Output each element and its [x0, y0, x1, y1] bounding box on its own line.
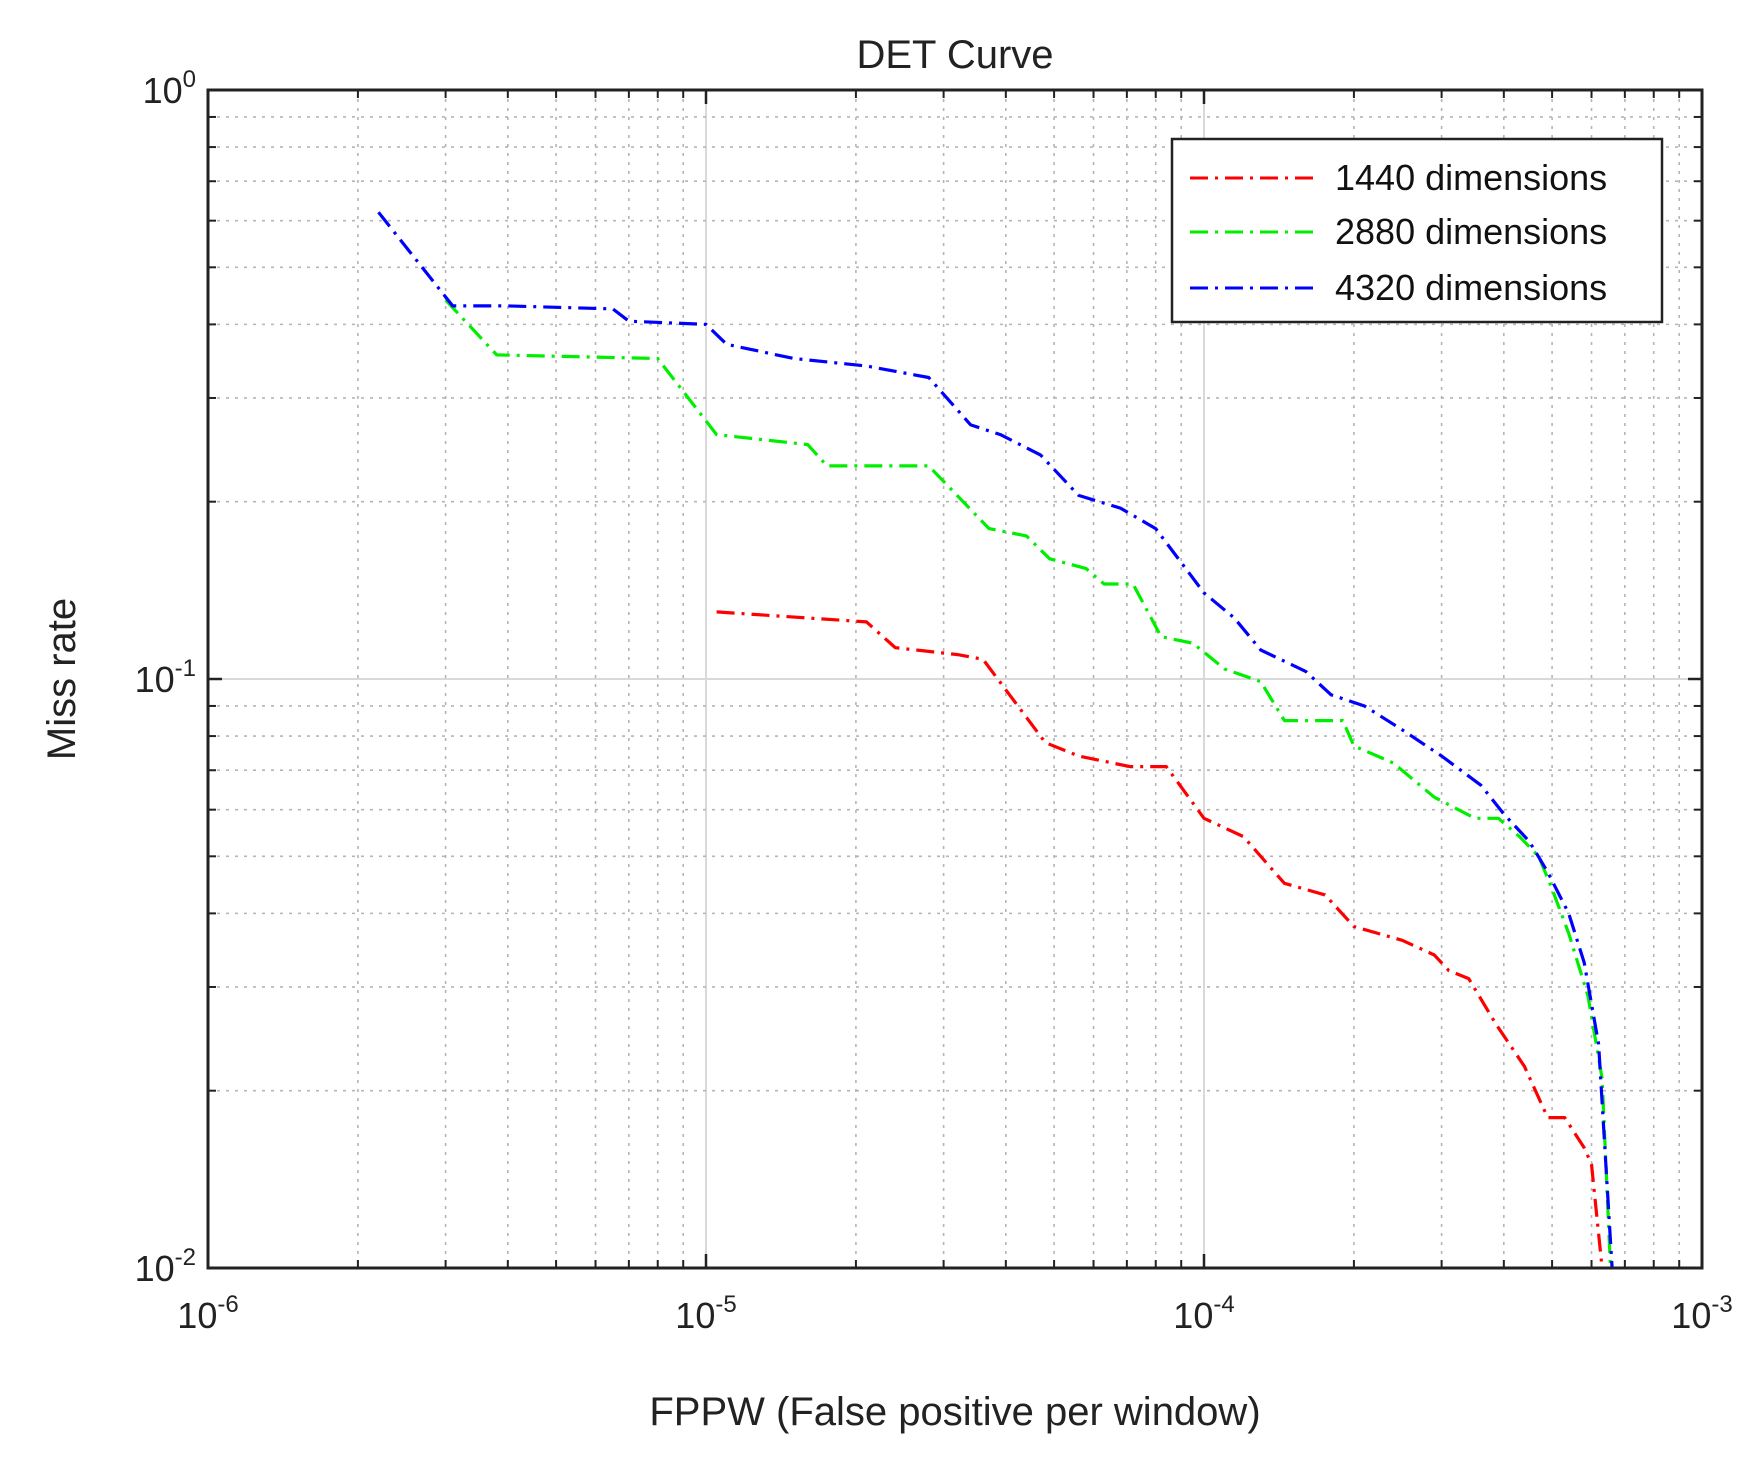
series-line-4320 — [377, 211, 1614, 1269]
tick-labels: 10-6 10-5 10-4 10-3 10-2 10-1 100 — [135, 66, 1733, 1336]
y-axis-label: Miss rate — [40, 598, 84, 760]
series-line-2880 — [444, 298, 1613, 1269]
x-axis-label: FPPW (False positive per window) — [649, 1390, 1260, 1434]
chart-title: DET Curve — [856, 33, 1053, 77]
legend-label-1440: 1440 dimensions — [1335, 157, 1607, 198]
y-tick-label: 10-2 — [135, 1244, 196, 1289]
y-tick-label: 100 — [143, 66, 196, 111]
legend-label-4320: 4320 dimensions — [1335, 267, 1607, 308]
x-tick-label: 10-3 — [1671, 1291, 1732, 1336]
x-tick-label: 10-4 — [1173, 1291, 1234, 1336]
series-layer — [377, 211, 1614, 1269]
y-tick-label: 10-1 — [135, 655, 196, 700]
legend: 1440 dimensions 2880 dimensions 4320 dim… — [1170, 137, 1664, 324]
legend-box — [1170, 137, 1664, 324]
legend-label-2880: 2880 dimensions — [1335, 211, 1607, 252]
series-line-1440 — [716, 610, 1604, 1269]
x-tick-label: 10-5 — [675, 1291, 736, 1336]
axis-ticks — [206, 88, 1704, 1270]
x-tick-label: 10-6 — [177, 1291, 238, 1336]
